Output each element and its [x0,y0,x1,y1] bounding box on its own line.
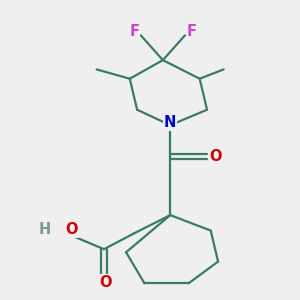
Text: F: F [187,24,196,39]
Text: H: H [39,223,51,238]
Text: N: N [164,115,176,130]
Text: O: O [209,149,221,164]
Text: O: O [65,223,78,238]
Text: O: O [100,275,112,290]
Text: F: F [129,24,139,39]
